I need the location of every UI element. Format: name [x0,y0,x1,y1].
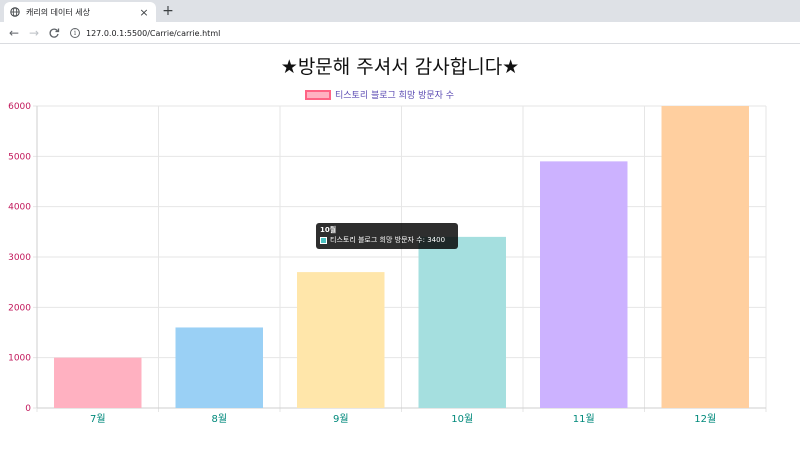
x-tick-label: 11월 [573,413,595,425]
y-tick-label: 3000 [8,253,31,263]
bar [297,272,385,408]
y-tick-label: 0 [25,404,31,414]
y-tick-label: 5000 [8,152,31,162]
browser-tab[interactable]: 캐리의 데이터 세상 × [4,2,156,22]
reload-icon[interactable] [46,25,62,41]
legend-label: 티스토리 블로그 희망 방문자 수 [335,91,455,101]
bar [418,236,506,408]
legend-swatch [305,89,331,100]
url-text: 127.0.0.1:5500/Carrie/carrie.html [86,28,221,38]
new-tab-button[interactable]: + [162,3,174,19]
close-tab-icon[interactable]: × [139,5,149,19]
y-tick-label: 2000 [8,303,31,313]
x-tick-label: 8월 [211,413,227,425]
tooltip-text: 티스토리 블로그 희망 방문자 수: 3400 [330,236,446,244]
bar [540,161,628,408]
y-tick-label: 6000 [8,102,31,112]
y-tick-label: 1000 [8,354,31,364]
y-tick-label: 4000 [8,203,31,213]
tooltip-swatch [320,236,327,244]
x-tick-label: 10월 [451,413,473,425]
site-info-icon[interactable]: i [70,28,80,38]
bar [54,357,142,408]
tab-title: 캐리의 데이터 세상 [26,7,90,17]
back-icon[interactable]: ← [8,26,20,40]
tab-bar: 캐리의 데이터 세상 × + [0,0,800,22]
x-tick-label: 9월 [333,413,349,425]
page-title: ★방문해 주셔서 감사합니다★ [280,56,520,78]
navigation-bar: ← → i 127.0.0.1:5500/Carrie/carrie.html [0,22,800,44]
address-bar[interactable]: i 127.0.0.1:5500/Carrie/carrie.html [70,25,220,41]
x-tick-label: 7월 [90,413,106,425]
chart-tooltip: 10월 티스토리 블로그 희망 방문자 수: 3400 [316,223,458,249]
forward-icon[interactable]: → [28,26,40,40]
chart-legend[interactable]: 티스토리 블로그 희망 방문자 수 [305,88,454,101]
globe-icon [10,7,20,17]
bar [661,106,749,408]
bar [175,327,263,408]
tooltip-title: 10월 [320,226,337,234]
x-tick-label: 12월 [694,413,716,425]
